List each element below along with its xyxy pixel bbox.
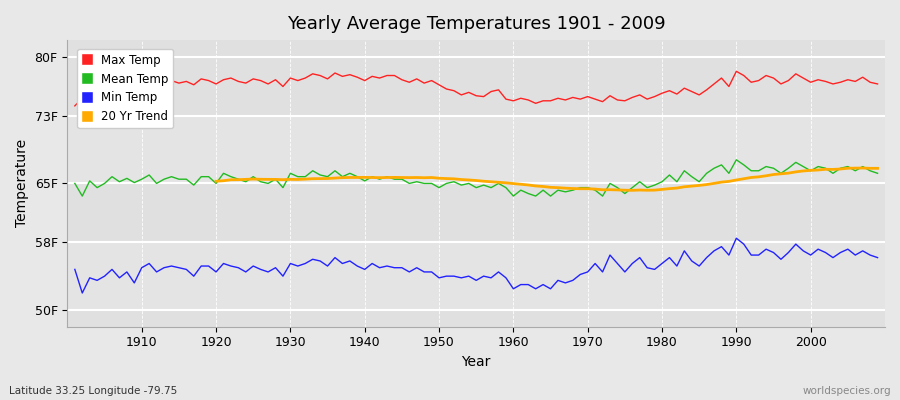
Text: Latitude 33.25 Longitude -79.75: Latitude 33.25 Longitude -79.75 xyxy=(9,386,177,396)
Bar xyxy=(68,242,885,310)
Title: Yearly Average Temperatures 1901 - 2009: Yearly Average Temperatures 1901 - 2009 xyxy=(287,15,665,33)
Legend: Max Temp, Mean Temp, Min Temp, 20 Yr Trend: Max Temp, Mean Temp, Min Temp, 20 Yr Tre… xyxy=(77,49,173,128)
Bar xyxy=(68,116,885,184)
X-axis label: Year: Year xyxy=(462,355,490,369)
Text: worldspecies.org: worldspecies.org xyxy=(803,386,891,396)
Y-axis label: Temperature: Temperature xyxy=(15,139,29,228)
